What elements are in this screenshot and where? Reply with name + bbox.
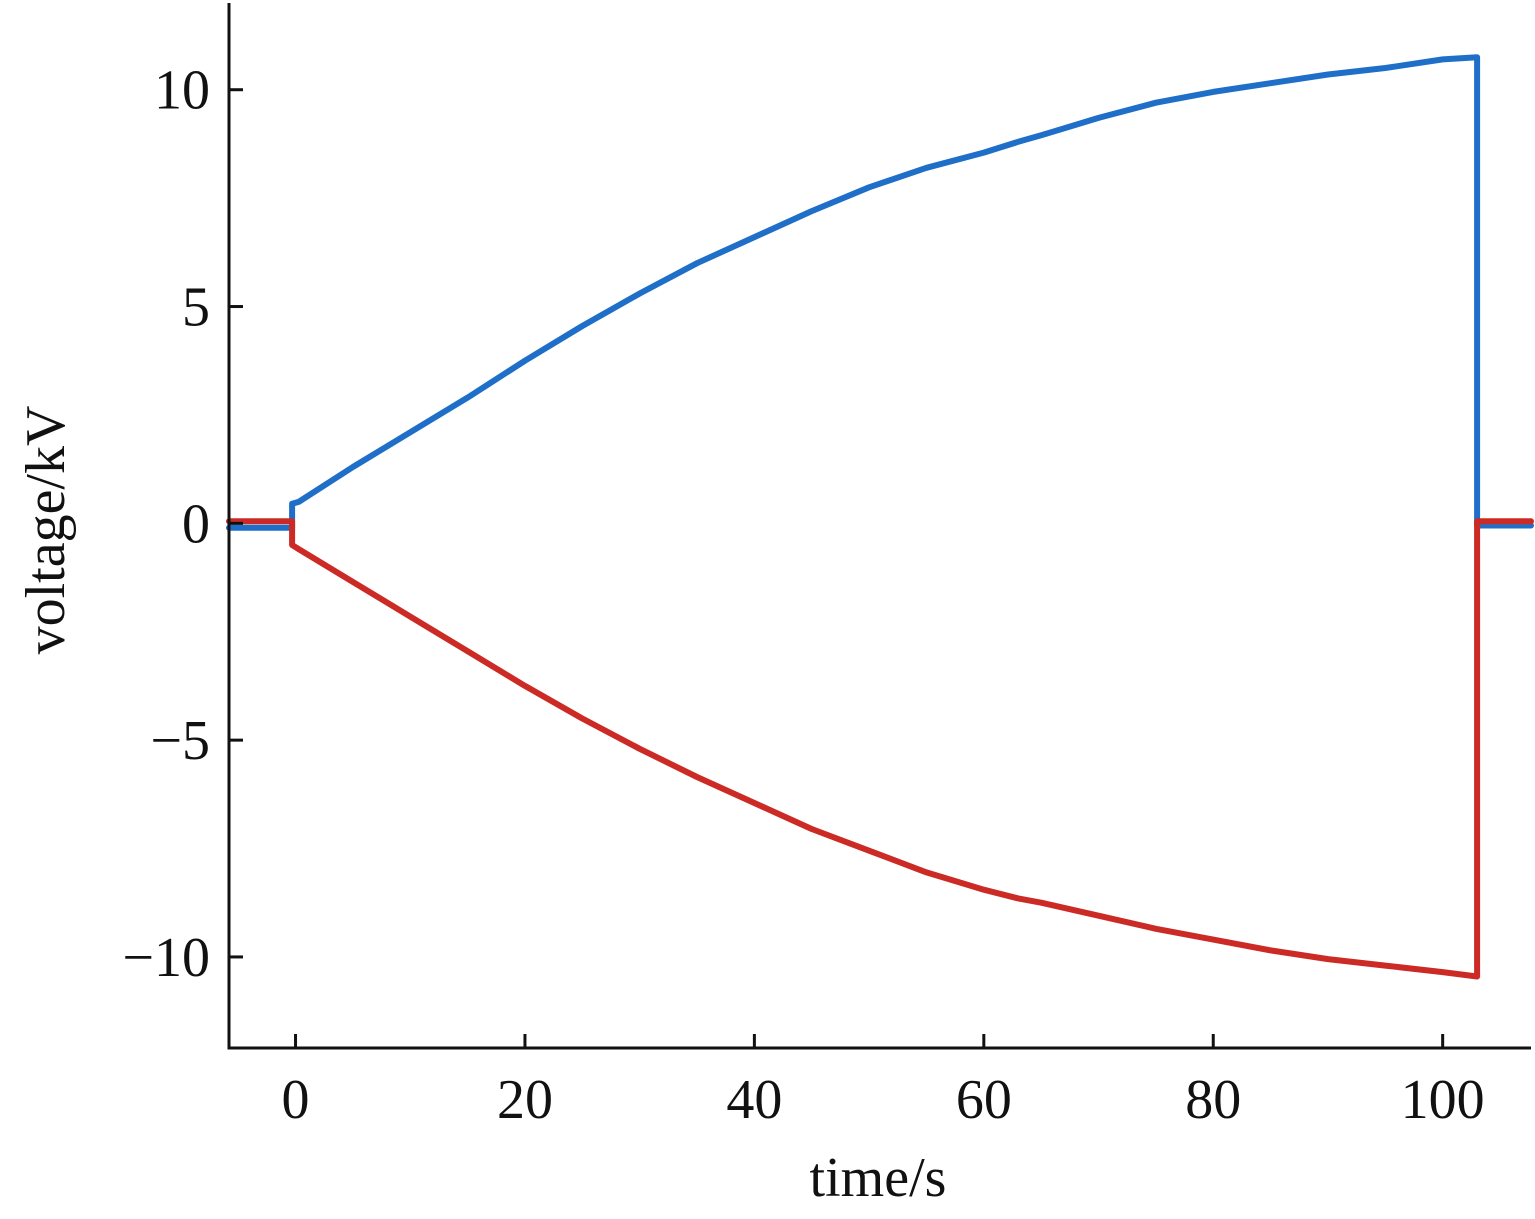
y-tick-label: −10 (122, 927, 210, 989)
ticks-layer: 0 20 40 60 80 100 −10 −5 0 5 10 (122, 60, 1484, 1131)
x-tick-label: 0 (282, 1069, 310, 1131)
axes-layer (227, 3, 1531, 1050)
series-line-2 (226, 518, 1534, 980)
x-axis-title: time/s (810, 1147, 947, 1209)
series-line-1 (226, 54, 1534, 531)
y-tick-label: 5 (182, 277, 210, 339)
x-tick-label: 40 (726, 1069, 782, 1131)
x-tick-label: 20 (497, 1069, 553, 1131)
series-layer (226, 54, 1534, 980)
y-tick-label: −5 (150, 710, 210, 772)
y-tick-label: 10 (154, 60, 210, 122)
x-tick-label: 100 (1401, 1069, 1485, 1131)
x-tick-label: 80 (1185, 1069, 1241, 1131)
x-tick-label: 60 (956, 1069, 1012, 1131)
y-axis-title: voltage/kV (15, 406, 77, 655)
y-tick-label: 0 (182, 493, 210, 555)
